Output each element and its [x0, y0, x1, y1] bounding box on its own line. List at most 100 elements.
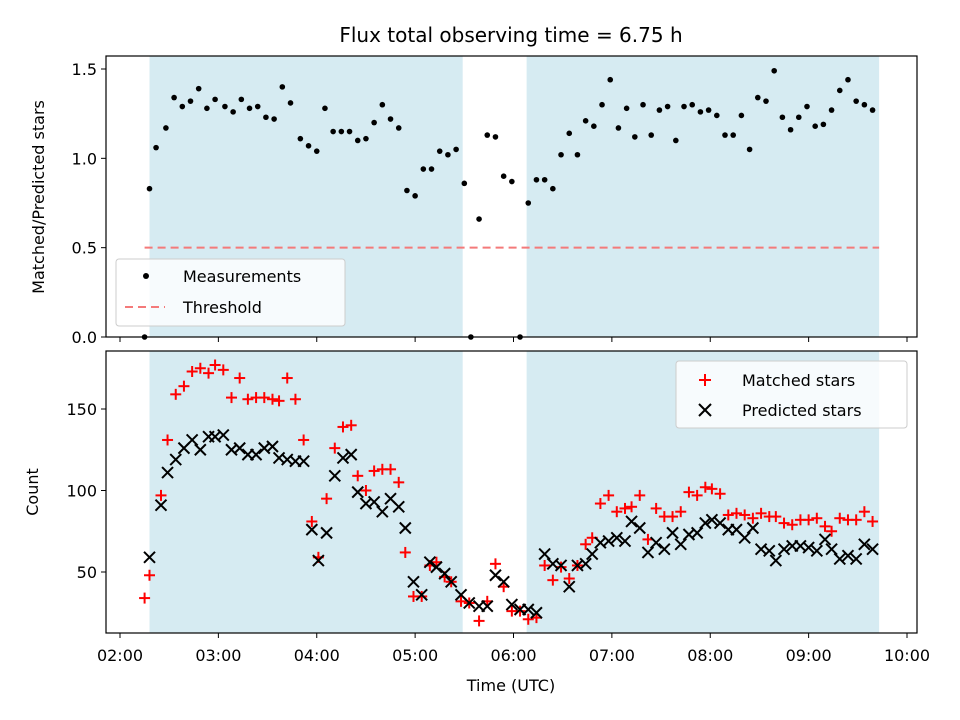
matched-star-point: [514, 605, 526, 617]
predicted-star-point: [463, 596, 476, 610]
bottom-legend-box: [675, 360, 908, 429]
x-tick-label: 07:00: [589, 646, 635, 665]
predicted-star-point: [579, 557, 592, 571]
predicted-star-point: [777, 542, 791, 556]
measurement-point: [754, 94, 761, 101]
predicted-star-point: [376, 505, 389, 518]
matched-star-point: [867, 515, 879, 527]
predicted-star-point: [415, 588, 428, 602]
matched-star-point: [360, 485, 372, 496]
predicted-star-point: [154, 498, 168, 512]
predicted-star-point: [858, 538, 871, 551]
matched-star-point: [298, 434, 310, 446]
predicted-star-point: [320, 526, 333, 540]
matched-star-point: [289, 393, 301, 405]
top-panel: 0.0 0.5 1.0 1.5 Flux total observing time =…: [29, 23, 918, 347]
predicted-star-point: [802, 541, 815, 554]
matched-star-point: [691, 489, 703, 501]
matched-star-point: [352, 470, 364, 482]
measurement-point: [171, 94, 177, 101]
matched-star-point: [345, 419, 357, 431]
matched-star-point: [385, 463, 397, 475]
predicted-star-point: [866, 542, 879, 556]
matched-star-point: [778, 517, 790, 529]
matched-star-point: [706, 483, 718, 495]
measurement-point: [204, 105, 210, 112]
measurement-point: [705, 107, 712, 113]
predicted-star-point: [344, 448, 358, 461]
chart-title: Flux total observing time = 6.75 h: [339, 23, 682, 47]
predicted-star-point: [438, 567, 451, 580]
x-tick-label: 09:00: [786, 646, 832, 665]
matched-star-point: [144, 569, 156, 581]
shaded-interval: [526, 56, 880, 337]
matched-star-point: [819, 520, 831, 532]
bottom-legend: Matched stars Predicted stars: [675, 360, 908, 429]
predicted-star-point: [602, 534, 615, 548]
measurement-point: [279, 84, 286, 90]
measurement-point: [640, 101, 646, 108]
y-tick-label: 1.0: [72, 149, 97, 168]
x-axis-label: Time (UTC): [466, 676, 555, 695]
predicted-star-point: [658, 542, 671, 556]
measurement-point: [254, 103, 261, 110]
matched-star-point: [194, 362, 206, 374]
predicted-star-point: [641, 546, 655, 559]
matched-star-point: [203, 367, 215, 379]
measurement-point: [541, 176, 548, 183]
predicted-star-point: [497, 575, 510, 588]
measurement-point: [476, 216, 482, 222]
measurement-point: [607, 76, 614, 83]
x-tick-label: 05:00: [392, 646, 438, 665]
measurement-point: [656, 107, 663, 113]
measurement-point: [828, 107, 835, 113]
x-tick-label: 04:00: [294, 646, 340, 665]
measurement-point: [795, 114, 802, 121]
measurement-point: [574, 151, 581, 158]
measurement-point: [550, 185, 556, 192]
y-tick-label: 1.5: [72, 60, 97, 79]
legend-measurements-label: Measurements: [183, 267, 301, 286]
matched-star-point: [242, 393, 254, 405]
predicted-star-point: [336, 451, 350, 465]
measurement-point: [861, 101, 868, 108]
matched-star-point: [329, 442, 341, 454]
matched-star-point: [139, 592, 151, 604]
measurement-point: [648, 132, 655, 138]
top-legend: Measurements Threshold: [115, 258, 346, 327]
measurement-point: [238, 96, 245, 103]
matched-star-point: [770, 511, 782, 523]
measurement-point: [163, 125, 169, 131]
legend-predicted-label: Predicted stars: [742, 401, 862, 420]
measurement-point: [681, 103, 687, 110]
matched-star-point: [321, 493, 333, 505]
measurement-point: [525, 200, 532, 206]
measurement-point: [153, 144, 159, 151]
predicted-star-point: [538, 547, 551, 561]
predicted-star-point: [194, 443, 207, 456]
matched-star-point: [368, 465, 380, 477]
measurement-point: [673, 137, 679, 144]
predicted-star-point: [233, 441, 246, 455]
measurement-point: [615, 125, 622, 131]
measurement-point: [436, 148, 443, 154]
predicted-stars-points: [143, 428, 879, 619]
matched-star-point: [162, 434, 174, 446]
top-axes-frame: [105, 55, 918, 338]
predicted-star-point: [312, 554, 325, 567]
matched-star-point: [683, 486, 695, 498]
y-tick-label: 0.5: [72, 239, 97, 258]
matched-star-point: [186, 366, 198, 378]
predicted-star-point: [585, 547, 599, 561]
matched-star-point: [178, 380, 190, 392]
measurement-point: [363, 135, 369, 142]
measurement-point: [853, 98, 859, 104]
matched-star-point: [393, 476, 405, 488]
matched-star-point: [155, 489, 167, 501]
matched-star-point: [217, 364, 229, 376]
measurement-point: [246, 105, 253, 112]
measurement-point: [689, 101, 696, 108]
matched-star-point: [650, 502, 662, 514]
measurement-point: [558, 151, 564, 158]
